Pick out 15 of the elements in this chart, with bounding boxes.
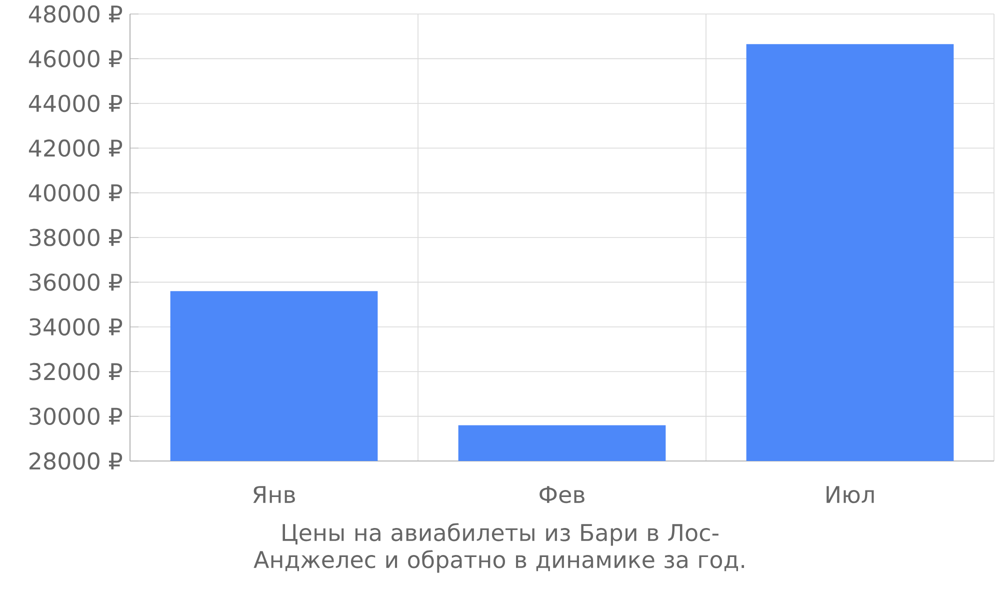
text: Цены на авиабилеты из Бари в Лос-Анджелес и обратно в динамике за год. <box>254 523 744 573</box>
y-tick-label: 48000 ₽ <box>28 5 122 23</box>
y-tick-label: 30000 ₽ <box>30 408 122 425</box>
y-tick-label: 28000 ₽ <box>30 452 122 470</box>
x-tick-label: Янв <box>253 486 295 503</box>
y-tick-label: 32000 ₽ <box>30 362 122 380</box>
y-tick-label: 44000 ₽ <box>28 94 122 112</box>
y-tick-label: 46000 ₽ <box>28 50 122 68</box>
x-tick-label: Фев <box>540 486 584 504</box>
y-tick-label: 40000 ₽ <box>28 184 122 202</box>
y-tick-label: 34000 ₽ <box>30 318 122 336</box>
y-tick-label: 42000 ₽ <box>28 139 122 157</box>
y-tick-label: 38000 ₽ <box>30 228 122 246</box>
y-tick-label: 36000 ₽ <box>30 274 122 291</box>
x-tick-label: Июл <box>826 486 874 504</box>
